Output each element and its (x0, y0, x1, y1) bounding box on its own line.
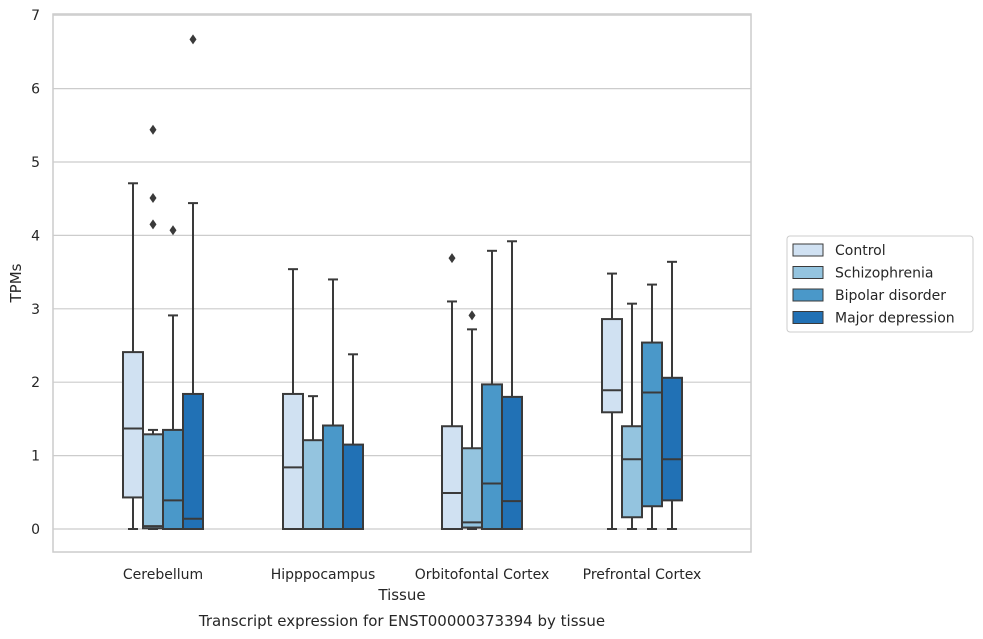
legend-frame (786, 235, 974, 333)
box-group (641, 283, 663, 530)
x-axis-title: Tissue (377, 586, 425, 604)
legend-swatch (792, 243, 824, 257)
box-group (182, 34, 204, 530)
y-tick-label: 1 (31, 449, 40, 465)
box-group (601, 272, 623, 530)
legend-item: Bipolar disorder (792, 288, 946, 304)
legend-item: Control (792, 243, 886, 259)
box (621, 425, 643, 519)
box (142, 433, 164, 530)
box (322, 424, 344, 531)
box-group (621, 302, 643, 530)
y-tick-label: 2 (31, 375, 40, 391)
legend-label: Schizophrenia (835, 266, 933, 282)
legend-item: Major depression (792, 311, 955, 327)
legend: Control Schizophrenia Bipolar disorder Majo… (786, 235, 974, 333)
boxes (122, 34, 683, 531)
box (641, 341, 663, 508)
box (182, 392, 204, 530)
box (501, 395, 523, 530)
box-group (302, 395, 324, 531)
y-axis-title: TPMs (7, 263, 25, 303)
outlier-point (189, 34, 197, 45)
box-group (142, 124, 164, 530)
box-group (661, 260, 683, 530)
outlier-point (149, 219, 157, 230)
outlier-point (169, 225, 177, 236)
box (601, 318, 623, 414)
legend-swatch (792, 311, 824, 324)
outlier-point (149, 192, 157, 203)
y-tick-label: 7 (31, 8, 40, 24)
box-group (162, 225, 184, 530)
legend-items: Control Schizophrenia Bipolar disorder Majo… (792, 243, 955, 327)
chart-title: Transcript expression for ENST0000037339… (198, 612, 605, 630)
box-group (481, 249, 503, 531)
y-tick-label: 6 (31, 82, 40, 98)
box-group (122, 182, 144, 530)
x-tick-label: Cerebellum (123, 567, 203, 583)
plot-frame (52, 13, 752, 553)
y-axis-ticks: 0 1 2 3 4 5 6 7 (31, 8, 40, 538)
legend-label: Control (835, 243, 886, 259)
outlier-point (468, 310, 476, 321)
box-group (501, 240, 523, 530)
outlier-point (448, 253, 456, 264)
box-group (282, 268, 304, 530)
box (302, 439, 324, 531)
box (461, 447, 483, 529)
y-tick-label: 3 (31, 302, 40, 318)
box (342, 443, 364, 530)
box (441, 425, 463, 530)
legend-label: Bipolar disorder (835, 288, 946, 304)
y-tick-label: 4 (31, 228, 40, 244)
box (481, 383, 503, 531)
legend-swatch (792, 266, 824, 279)
y-tick-label: 5 (31, 155, 40, 171)
box (122, 351, 144, 499)
legend-label: Major depression (835, 311, 955, 327)
x-tick-label: Orbitofontal Cortex (415, 567, 550, 583)
box-group (322, 278, 344, 531)
box (282, 392, 304, 530)
box (162, 428, 184, 530)
legend-item: Schizophrenia (792, 266, 933, 282)
box-group (342, 353, 364, 530)
box (661, 376, 683, 502)
y-tick-label: 0 (31, 522, 40, 538)
box-group (441, 253, 463, 530)
box-group (461, 310, 483, 530)
legend-swatch (792, 288, 824, 302)
outlier-point (149, 124, 157, 135)
x-tick-label: Hipppocampus (271, 567, 376, 583)
x-axis-ticks: Cerebellum Hipppocampus Orbitofontal Corte… (123, 567, 701, 583)
x-tick-label: Prefrontal Cortex (583, 567, 702, 583)
